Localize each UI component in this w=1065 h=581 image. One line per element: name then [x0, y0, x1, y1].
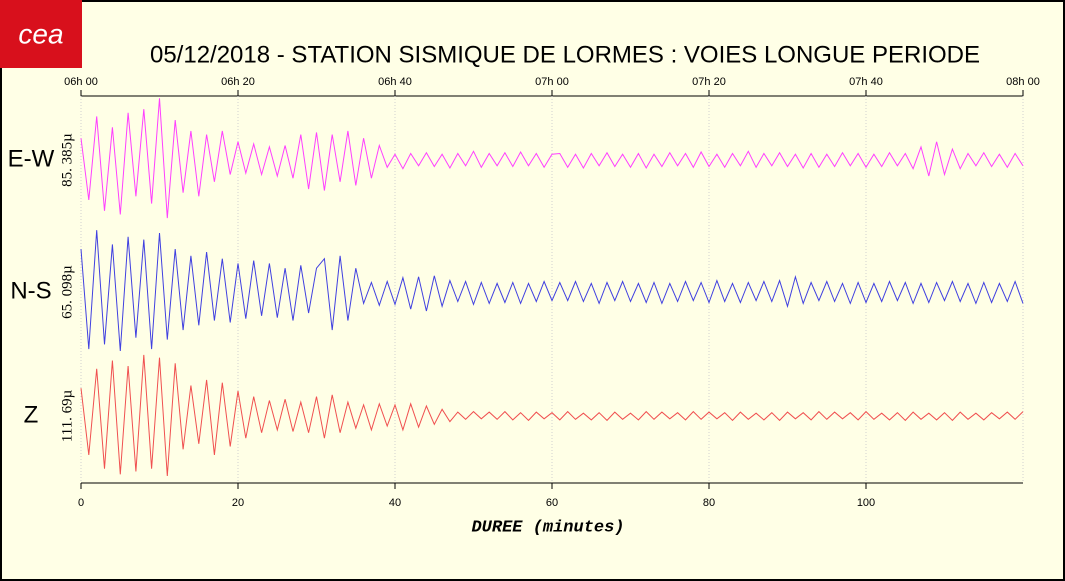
logo: cea	[18, 18, 63, 49]
x-tick-label: 60	[546, 497, 558, 509]
x-tick-label: 20	[232, 497, 244, 509]
x-tick-label: 80	[703, 497, 715, 509]
trace	[80, 354, 1024, 477]
trace-name: Z	[24, 401, 39, 428]
x-tick-label: 100	[857, 497, 875, 509]
top-tick-label: 06h 40	[378, 76, 412, 88]
trace-name: N-S	[10, 277, 51, 304]
x-axis-label: DUREE (minutes)	[471, 518, 624, 537]
trace-scale: 111. 69µ	[59, 389, 75, 442]
x-tick-label: 40	[389, 497, 401, 509]
trace-scale: 85. 385µ	[59, 133, 75, 187]
top-tick-label: 07h 40	[849, 76, 883, 88]
trace-name: E-W	[8, 145, 55, 172]
x-tick-label: 0	[78, 497, 84, 509]
top-tick-label: 07h 20	[692, 76, 726, 88]
top-tick-label: 06h 20	[221, 76, 255, 88]
top-tick-label: 06h 00	[64, 76, 98, 88]
trace	[80, 230, 1024, 352]
logo-box	[0, 0, 82, 68]
trace	[80, 98, 1024, 219]
top-tick-label: 08h 00	[1006, 76, 1040, 88]
top-tick-label: 07h 00	[535, 76, 569, 88]
trace-scale: 65. 098µ	[59, 265, 75, 319]
chart-title: 05/12/2018 - STATION SISMIQUE DE LORMES …	[150, 41, 980, 68]
